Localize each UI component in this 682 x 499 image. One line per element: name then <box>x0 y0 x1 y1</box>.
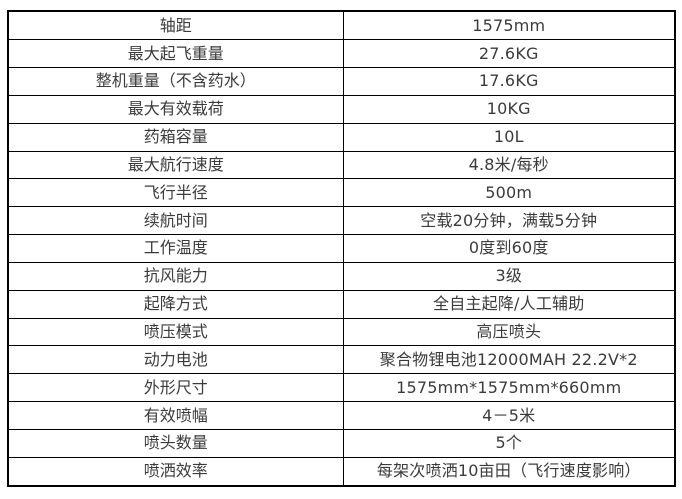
spec-row: 最大航行速度 4.8米/每秒 <box>7 150 676 180</box>
spec-value-cell: 每架次喷洒10亩田（飞行速度影响） <box>342 456 676 487</box>
drone-spec-table: 轴距 1575mm 最大起飞重量 27.6KG 整机重量（不含药水） 17.6KG 最大有效… <box>7 10 676 487</box>
spec-row: 起降方式 全自主起降/人工辅助 <box>7 289 676 319</box>
spec-table-body: 轴距 1575mm 最大起飞重量 27.6KG 整机重量（不含药水） 17.6KG 最大有效… <box>7 10 676 487</box>
spec-row: 抗风能力 3级 <box>7 261 676 291</box>
spec-value-cell: 27.6KG <box>342 39 676 68</box>
spec-value-cell: 聚合物锂电池12000MAH 22.2V*2 <box>342 345 676 375</box>
spec-label-cell: 整机重量（不含药水） <box>7 67 344 96</box>
spec-label-cell: 喷头数量 <box>7 428 344 458</box>
spec-row: 喷压模式 高压喷头 <box>7 317 676 347</box>
spec-value-cell: 4.8米/每秒 <box>342 150 676 180</box>
spec-value-cell: 10KG <box>342 94 676 124</box>
spec-label-cell: 飞行半径 <box>7 178 344 208</box>
spec-row: 轴距 1575mm <box>7 10 676 41</box>
spec-label-cell: 喷洒效率 <box>7 456 344 487</box>
spec-label-cell: 工作温度 <box>7 234 344 263</box>
spec-row: 最大起飞重量 27.6KG <box>7 39 676 68</box>
spec-value-cell: 高压喷头 <box>342 317 676 347</box>
spec-value-cell: 全自主起降/人工辅助 <box>342 289 676 319</box>
spec-row: 最大有效载荷 10KG <box>7 94 676 124</box>
spec-row: 有效喷幅 4－5米 <box>7 401 676 430</box>
spec-value-cell: 空载20分钟，满载5分钟 <box>342 206 676 236</box>
spec-row: 喷洒效率 每架次喷洒10亩田（飞行速度影响） <box>7 456 676 487</box>
spec-value-cell: 4－5米 <box>342 401 676 430</box>
spec-label-cell: 喷压模式 <box>7 317 344 347</box>
spec-row: 飞行半径 500m <box>7 178 676 208</box>
spec-label-cell: 抗风能力 <box>7 261 344 291</box>
spec-value-cell: 10L <box>342 122 676 152</box>
spec-label-cell: 续航时间 <box>7 206 344 236</box>
spec-row: 外形尺寸 1575mm*1575mm*660mm <box>7 373 676 403</box>
spec-row: 整机重量（不含药水） 17.6KG <box>7 67 676 96</box>
spec-value-cell: 1575mm <box>342 10 676 41</box>
spec-table-container: 轴距 1575mm 最大起飞重量 27.6KG 整机重量（不含药水） 17.6KG 最大有效… <box>7 10 676 487</box>
spec-label-cell: 最大有效载荷 <box>7 94 344 124</box>
spec-label-cell: 有效喷幅 <box>7 401 344 430</box>
spec-label-cell: 外形尺寸 <box>7 373 344 403</box>
spec-label-cell: 药箱容量 <box>7 122 344 152</box>
spec-value-cell: 0度到60度 <box>342 234 676 263</box>
spec-label-cell: 轴距 <box>7 10 344 41</box>
spec-value-cell: 500m <box>342 178 676 208</box>
spec-label-cell: 最大航行速度 <box>7 150 344 180</box>
spec-row: 喷头数量 5个 <box>7 428 676 458</box>
spec-row: 动力电池 聚合物锂电池12000MAH 22.2V*2 <box>7 345 676 375</box>
spec-label-cell: 动力电池 <box>7 345 344 375</box>
spec-row: 工作温度 0度到60度 <box>7 234 676 263</box>
spec-value-cell: 3级 <box>342 261 676 291</box>
spec-label-cell: 最大起飞重量 <box>7 39 344 68</box>
spec-value-cell: 17.6KG <box>342 67 676 96</box>
spec-value-cell: 5个 <box>342 428 676 458</box>
spec-row: 续航时间 空载20分钟，满载5分钟 <box>7 206 676 236</box>
spec-row: 药箱容量 10L <box>7 122 676 152</box>
spec-value-cell: 1575mm*1575mm*660mm <box>342 373 676 403</box>
spec-label-cell: 起降方式 <box>7 289 344 319</box>
